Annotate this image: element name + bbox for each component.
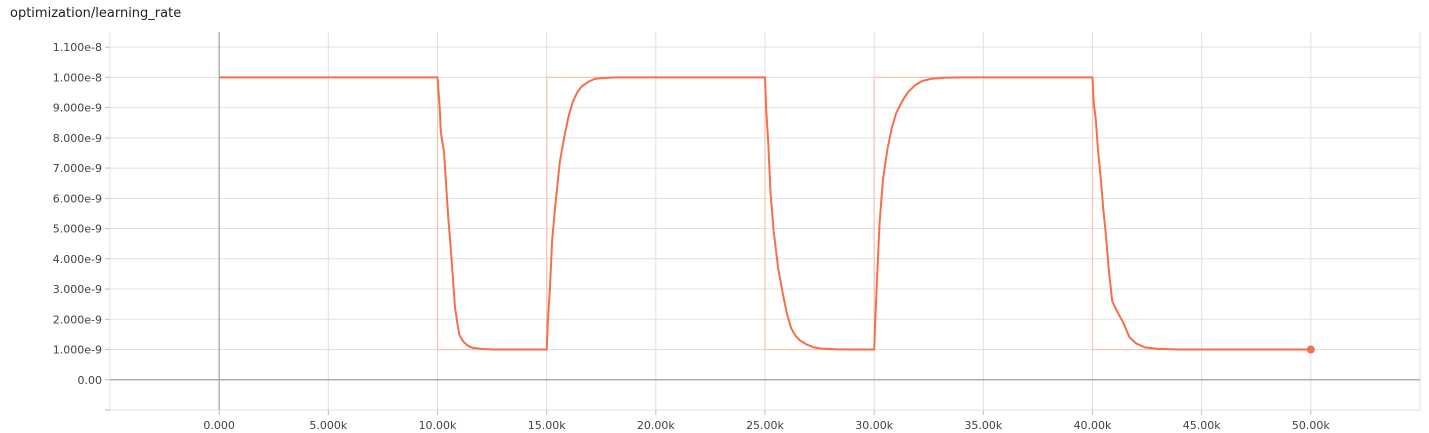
x-tick-label: 40.00k	[1074, 419, 1112, 432]
series-end-marker	[1306, 345, 1315, 354]
y-tick-label: 1.000e-8	[53, 71, 102, 84]
x-tick-label: 35.00k	[964, 419, 1002, 432]
y-tick-label: 4.000e-9	[53, 253, 102, 266]
y-tick-label: 8.000e-9	[53, 132, 102, 145]
x-tick-labels: 0.000 5.000k 10.00k 15.00k 20.00k 25.00k 30.00…	[203, 419, 1330, 432]
axes	[109, 32, 1421, 411]
y-tick-labels: 0.00 1.000e-9 2.000e-9 3.000e-9 4.000e-9 5.00…	[53, 41, 102, 387]
x-tick-label: 5.000k	[309, 419, 347, 432]
x-tick-label: 30.00k	[855, 419, 893, 432]
x-tick-label: 20.00k	[637, 419, 675, 432]
y-tick-label: 9.000e-9	[53, 102, 102, 115]
y-tick-label: 1.100e-8	[53, 41, 102, 54]
y-tick-label: 3.000e-9	[53, 283, 102, 296]
y-tick-label: 1.000e-9	[53, 344, 102, 357]
x-tick-label: 0.000	[203, 419, 235, 432]
x-tick-label: 15.00k	[528, 419, 566, 432]
grid-lines	[105, 32, 1420, 415]
x-tick-label: 25.00k	[746, 419, 784, 432]
series-layer	[219, 76, 1315, 354]
x-tick-label: 10.00k	[419, 419, 457, 432]
x-tick-label: 50.00k	[1292, 419, 1330, 432]
y-tick-label: 0.00	[78, 374, 103, 387]
y-tick-label: 5.000e-9	[53, 223, 102, 236]
y-tick-label: 2.000e-9	[53, 313, 102, 326]
raw-series-line	[219, 76, 1311, 351]
smoothed-series-line	[219, 76, 1311, 351]
chart-title: optimization/learning_rate	[10, 6, 182, 21]
y-tick-label: 6.000e-9	[53, 192, 102, 205]
x-tick-label: 45.00k	[1183, 419, 1221, 432]
y-tick-label: 7.000e-9	[53, 162, 102, 175]
